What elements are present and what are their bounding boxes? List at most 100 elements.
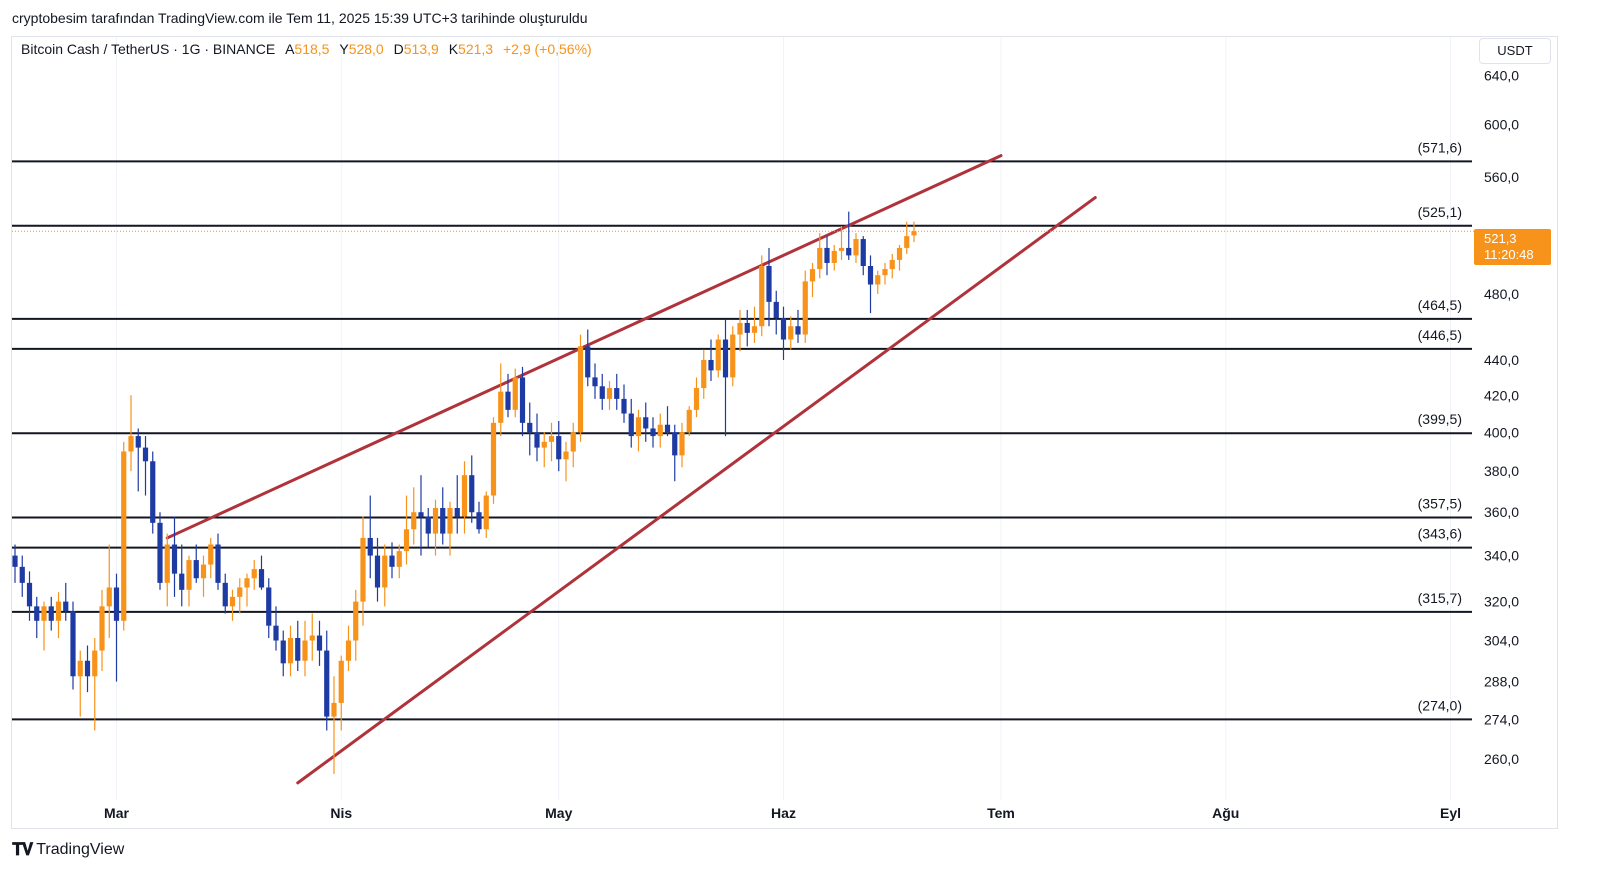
candle-body: [498, 391, 504, 423]
symbol-legend: Bitcoin Cash / TetherUS · 1G · BINANCE A…: [21, 41, 592, 57]
low-label: D: [393, 41, 404, 57]
low-value: 513,9: [403, 41, 439, 57]
candle-body: [208, 544, 214, 565]
candle-body: [106, 587, 112, 607]
time-tick-label: Mar: [104, 805, 129, 821]
candle-body: [164, 544, 170, 583]
candle-body: [657, 424, 663, 437]
candle-body: [157, 522, 163, 583]
wedge-lower-line: [296, 196, 1097, 785]
price-tick-label: 560,0: [1484, 169, 1519, 185]
brand-name: TradingView: [36, 841, 125, 858]
symbol-name: Bitcoin Cash / TetherUS · 1G · BINANCE: [21, 41, 276, 57]
close-label: K: [448, 41, 459, 57]
candle-body: [266, 587, 272, 626]
time-tick-label: Haz: [771, 805, 796, 821]
candle-body: [701, 359, 707, 389]
candle-body: [679, 432, 685, 456]
price-tick-label: 360,0: [1484, 504, 1519, 520]
candle-body: [229, 596, 236, 607]
candle-body: [258, 569, 265, 588]
candle-body: [237, 587, 243, 597]
candle-body: [628, 413, 634, 437]
chart-credit: cryptobesim tarafından TradingView.com i…: [12, 10, 588, 26]
candle-body: [773, 301, 779, 319]
candle-body: [150, 461, 156, 523]
price-tick-label: 440,0: [1484, 352, 1519, 368]
price-axis: 640,0 600,0 560,0 480,0 440,0 420,0 400,0 380,0…: [1484, 68, 1519, 768]
candle-body: [128, 436, 134, 452]
candle-body: [737, 322, 743, 335]
tradingview-brand[interactable]: 𝐓𝐕 TradingView: [12, 840, 124, 860]
candle-body: [889, 259, 895, 270]
currency-selector[interactable]: USDT: [1479, 38, 1551, 64]
candle-body: [418, 512, 424, 517]
candle-body: [570, 432, 576, 452]
candle-body: [534, 432, 540, 448]
candle-body: [548, 436, 555, 442]
price-tick-label: 288,0: [1484, 674, 1519, 690]
candle-body: [606, 388, 613, 399]
candle-body: [614, 388, 620, 399]
time-axis: Mar Nis May Haz Tem Ağu Eyl: [104, 805, 1461, 821]
candle-body: [316, 635, 323, 651]
candle-body: [222, 582, 228, 607]
candle-body: [374, 555, 381, 588]
candle-body: [759, 265, 765, 327]
candle-body: [824, 247, 830, 263]
candle-body: [331, 702, 337, 717]
candle-body: [41, 606, 47, 621]
candle-body: [63, 601, 69, 612]
chart-pane[interactable]: [11, 36, 1558, 829]
candle-body: [882, 269, 888, 276]
level-label: (464,5): [1418, 297, 1462, 313]
price-tick-label: 274,0: [1484, 711, 1519, 727]
price-tick-label: 260,0: [1484, 751, 1519, 767]
candle-body: [295, 638, 301, 661]
candle-body: [730, 334, 736, 378]
candle-body: [744, 322, 750, 333]
candle-body: [360, 537, 366, 602]
candle-body: [860, 239, 866, 266]
price-tick-label: 340,0: [1484, 548, 1519, 564]
candle-body: [324, 650, 330, 717]
candle-body: [425, 516, 431, 534]
candle-body: [505, 391, 511, 410]
candle-body: [599, 386, 605, 399]
horizontal-levels: (571,6) (525,1) (464,5) (446,5) (399,5) (357,…: [12, 139, 1472, 721]
candle-body: [403, 529, 410, 552]
time-tick-label: May: [545, 805, 572, 821]
candle-body: [55, 601, 62, 621]
candle-body: [802, 281, 808, 335]
level-label: (446,5): [1418, 327, 1462, 343]
candle-body: [817, 247, 823, 270]
candle-body: [447, 508, 453, 534]
candle-body: [519, 377, 526, 423]
candle-body: [411, 512, 417, 530]
candle-body: [251, 569, 257, 579]
candle-body: [556, 436, 562, 460]
candle-body: [838, 247, 845, 251]
price-tick-label: 320,0: [1484, 594, 1519, 610]
candle-body: [121, 451, 127, 621]
candle-body: [512, 377, 518, 410]
close-value: 521,3: [458, 41, 494, 57]
high-label: Y: [339, 41, 349, 57]
candle-body: [643, 417, 649, 429]
time-tick-label: Tem: [987, 805, 1015, 821]
level-label: (357,5): [1418, 496, 1462, 512]
high-value: 528,0: [348, 41, 384, 57]
candle-body: [396, 551, 402, 567]
candle-body: [48, 606, 54, 621]
candle-body: [585, 346, 591, 378]
time-tick-label: Ağu: [1212, 805, 1239, 821]
candle-body: [650, 428, 656, 437]
candle-body: [273, 625, 279, 641]
candle-body: [440, 508, 446, 534]
candle-body: [99, 606, 105, 651]
candle-body: [563, 451, 569, 460]
time-tick-label: Eyl: [1440, 805, 1461, 821]
candles: [12, 211, 917, 774]
candle-body: [541, 441, 547, 448]
